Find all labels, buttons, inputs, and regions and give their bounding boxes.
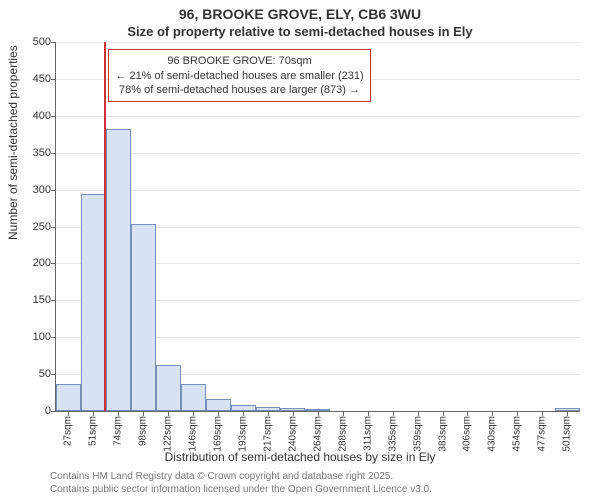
- xtick-label: 359sqm: [412, 416, 423, 452]
- ytick-label: 200: [33, 257, 51, 269]
- bar-slot: 454sqm: [505, 42, 530, 411]
- xtick-label: 501sqm: [562, 416, 573, 452]
- reference-marker-line: [104, 42, 106, 411]
- bar: [81, 194, 106, 411]
- chart-figure: 96, BROOKE GROVE, ELY, CB6 3WU Size of p…: [0, 0, 600, 500]
- xtick-label: 383sqm: [437, 416, 448, 452]
- ytick-label: 450: [33, 73, 51, 85]
- callout-line: 96 BROOKE GROVE: 70sqm: [115, 54, 363, 68]
- xtick-label: 454sqm: [512, 416, 523, 452]
- xtick-label: 240sqm: [287, 416, 298, 452]
- bar-slot: 359sqm: [405, 42, 430, 411]
- xtick-label: 146sqm: [188, 416, 199, 452]
- bar: [106, 129, 131, 411]
- plot-area: 050100150200250300350400450500 27sqm51sq…: [55, 42, 580, 412]
- x-axis-label: Distribution of semi-detached houses by …: [0, 450, 600, 464]
- bar-slot: 477sqm: [530, 42, 555, 411]
- ytick-mark: [51, 411, 56, 412]
- footer-line-1: Contains HM Land Registry data © Crown c…: [50, 471, 590, 484]
- bar-slot: 27sqm: [56, 42, 81, 411]
- xtick-label: 288sqm: [337, 416, 348, 452]
- y-axis-label: Number of semi-detached properties: [6, 45, 20, 240]
- bar: [131, 224, 156, 411]
- callout-line: 78% of semi-detached houses are larger (…: [115, 83, 363, 97]
- chart-title: 96, BROOKE GROVE, ELY, CB6 3WU: [0, 0, 600, 22]
- xtick-label: 311sqm: [362, 416, 373, 451]
- xtick-label: 74sqm: [113, 416, 124, 446]
- xtick-label: 335sqm: [387, 416, 398, 452]
- bar: [206, 399, 231, 411]
- ytick-label: 300: [33, 184, 51, 196]
- xtick-label: 193sqm: [238, 416, 249, 452]
- xtick-label: 430sqm: [487, 416, 498, 452]
- xtick-label: 98sqm: [138, 416, 149, 446]
- xtick-label: 406sqm: [462, 416, 473, 452]
- bar-slot: 430sqm: [480, 42, 505, 411]
- xtick-label: 27sqm: [63, 416, 74, 446]
- footer-line-2: Contains public sector information licen…: [50, 484, 590, 497]
- ytick-label: 150: [33, 294, 51, 306]
- callout-line: ← 21% of semi-detached houses are smalle…: [115, 69, 363, 83]
- xtick-label: 122sqm: [163, 416, 174, 452]
- bar-slot: 383sqm: [430, 42, 455, 411]
- ytick-label: 400: [33, 110, 51, 122]
- ytick-label: 500: [33, 36, 51, 48]
- xtick-label: 264sqm: [312, 416, 323, 452]
- ytick-label: 350: [33, 147, 51, 159]
- chart-subtitle: Size of property relative to semi-detach…: [0, 22, 600, 39]
- xtick-label: 169sqm: [213, 416, 224, 452]
- ytick-label: 100: [33, 331, 51, 343]
- ytick-label: 250: [33, 221, 51, 233]
- xtick-label: 477sqm: [537, 416, 548, 452]
- bar-slot: 406sqm: [455, 42, 480, 411]
- bar: [156, 365, 181, 411]
- bar-slot: 335sqm: [380, 42, 405, 411]
- bar: [181, 384, 206, 411]
- xtick-label: 217sqm: [262, 416, 273, 452]
- ytick-label: 0: [45, 405, 51, 417]
- callout-box: 96 BROOKE GROVE: 70sqm← 21% of semi-deta…: [108, 49, 370, 102]
- xtick-label: 51sqm: [88, 416, 99, 446]
- bar: [56, 384, 81, 411]
- bar-slot: 51sqm: [81, 42, 106, 411]
- footer-attribution: Contains HM Land Registry data © Crown c…: [50, 471, 590, 496]
- ytick-label: 50: [39, 368, 51, 380]
- bar-slot: 501sqm: [555, 42, 580, 411]
